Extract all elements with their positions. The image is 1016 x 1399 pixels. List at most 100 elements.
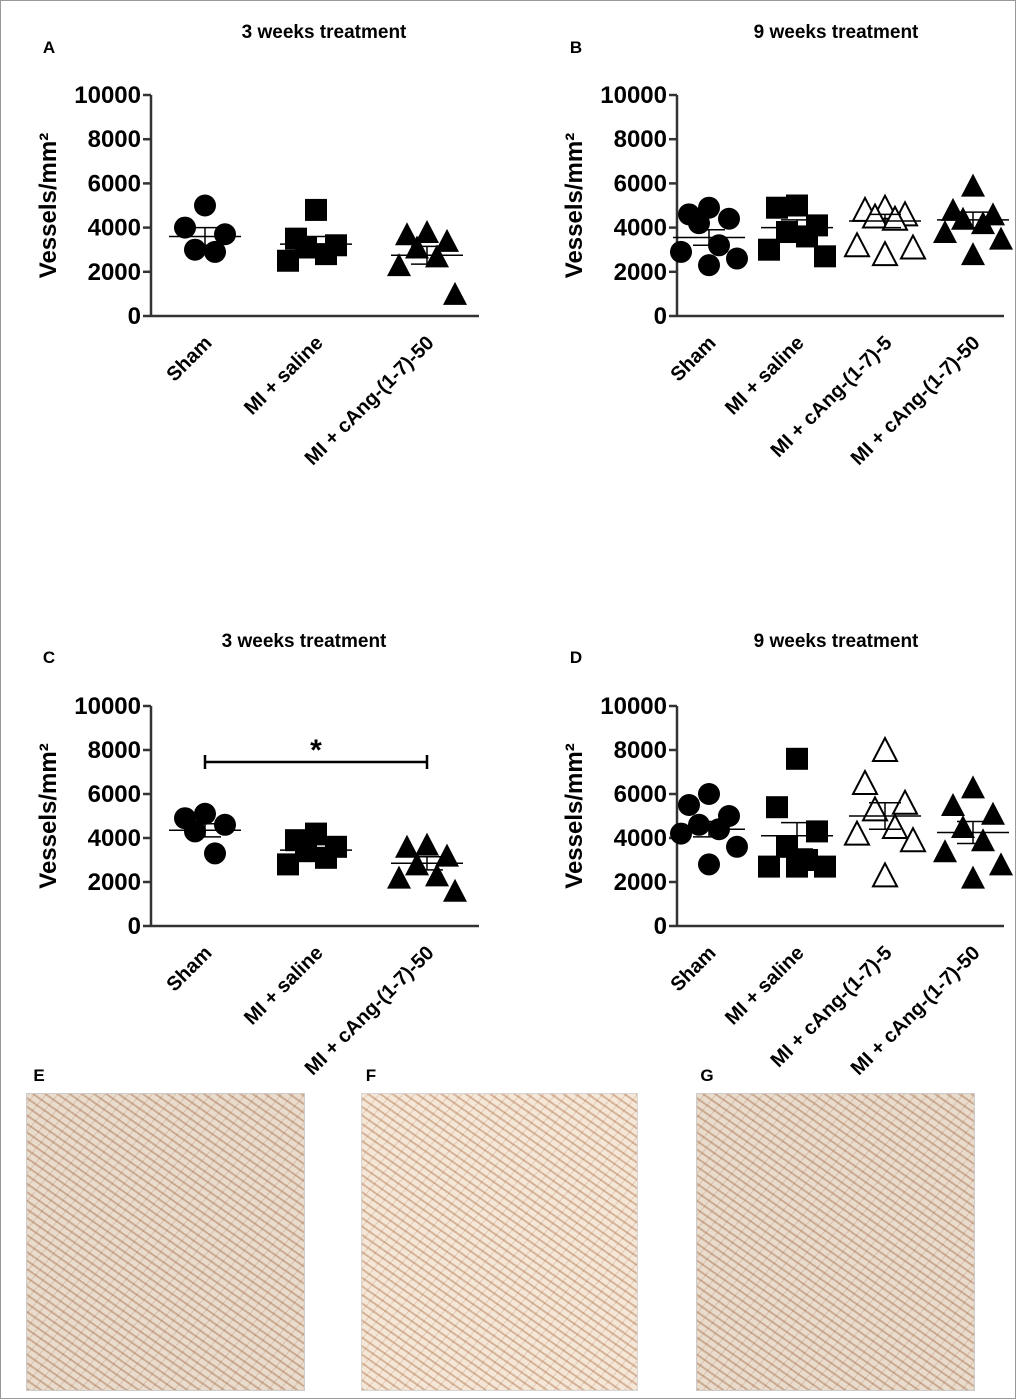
x-tick-label: Sham <box>666 332 720 386</box>
y-tick-label: 4000 <box>614 215 667 242</box>
data-point <box>315 846 337 869</box>
data-point <box>387 253 411 277</box>
data-point <box>670 240 692 263</box>
error-bar <box>300 843 332 857</box>
panel-label: F <box>366 1066 376 1085</box>
panel-label: A <box>43 38 55 57</box>
data-point <box>881 812 909 839</box>
data-point <box>933 839 957 863</box>
data-point <box>214 223 236 246</box>
error-bar <box>411 855 443 871</box>
data-point <box>443 281 467 305</box>
micrograph <box>696 1093 975 1391</box>
y-tick-label: 2000 <box>614 259 667 286</box>
chart-title: 3 weeks treatment <box>242 22 407 43</box>
data-point <box>395 222 419 246</box>
data-point <box>305 198 327 221</box>
panel-label: C <box>43 648 55 667</box>
data-point <box>415 220 439 244</box>
data-point <box>718 207 740 230</box>
data-point <box>776 221 798 244</box>
data-point <box>971 828 995 852</box>
data-point <box>786 855 808 878</box>
data-point <box>766 196 788 219</box>
data-point <box>758 855 780 878</box>
data-point <box>194 802 216 825</box>
y-axis-label: Vessels/mm² <box>35 743 62 888</box>
y-tick-label: 4000 <box>88 215 141 242</box>
error-bar <box>411 245 443 265</box>
y-tick-label: 8000 <box>614 737 667 764</box>
significance-mark: * <box>310 734 322 767</box>
y-tick-label: 4000 <box>614 825 667 852</box>
data-point <box>843 819 871 846</box>
data-point <box>951 206 975 230</box>
data-point <box>726 247 748 270</box>
data-point <box>861 795 889 822</box>
y-tick-label: 10000 <box>74 82 141 109</box>
data-point <box>204 240 226 263</box>
data-point <box>688 212 710 235</box>
y-tick-label: 2000 <box>88 869 141 896</box>
data-point <box>425 863 449 887</box>
error-bar <box>781 821 813 850</box>
y-tick-label: 8000 <box>88 737 141 764</box>
x-tick-label: MI + saline <box>721 942 808 1029</box>
data-point <box>933 220 957 244</box>
data-point <box>214 813 236 836</box>
data-point <box>989 852 1013 876</box>
y-tick-label: 10000 <box>600 693 667 720</box>
data-point <box>989 226 1013 250</box>
data-point <box>415 832 439 856</box>
error-bar <box>693 229 725 247</box>
data-point <box>395 834 419 858</box>
data-point <box>786 747 808 770</box>
data-point <box>786 194 808 217</box>
error-bar <box>781 219 813 237</box>
y-tick-label: 0 <box>654 303 667 330</box>
chart-title: 9 weeks treatment <box>754 631 919 652</box>
data-point <box>387 865 411 889</box>
data-point <box>871 861 899 888</box>
data-point <box>961 242 985 266</box>
significance-bar <box>203 755 429 769</box>
y-tick-label: 10000 <box>74 693 141 720</box>
x-tick-label: MI + saline <box>721 332 808 419</box>
data-point <box>315 243 337 266</box>
data-point <box>961 865 985 889</box>
error-bar <box>189 822 221 838</box>
y-tick-label: 10000 <box>600 82 667 109</box>
y-tick-label: 6000 <box>88 781 141 808</box>
x-tick-label: Sham <box>162 942 216 996</box>
data-point <box>814 855 836 878</box>
x-tick-label: Sham <box>666 942 720 996</box>
data-point <box>174 216 196 239</box>
error-bar <box>693 820 725 838</box>
x-tick-label: Sham <box>162 332 216 386</box>
error-bar <box>869 213 901 229</box>
data-point <box>871 735 899 762</box>
micrograph <box>361 1093 638 1391</box>
data-point <box>443 878 467 902</box>
chart-title: 9 weeks treatment <box>754 22 919 43</box>
y-tick-label: 6000 <box>614 170 667 197</box>
data-point <box>435 843 459 867</box>
data-point <box>277 249 299 272</box>
data-point <box>194 194 216 217</box>
data-point <box>678 794 700 816</box>
data-point <box>776 835 798 858</box>
y-axis-label: Vessels/mm² <box>561 743 588 888</box>
data-point <box>951 815 975 838</box>
y-tick-label: 2000 <box>88 259 141 286</box>
y-tick-label: 8000 <box>614 126 667 153</box>
data-point <box>766 796 788 819</box>
data-point <box>961 775 985 799</box>
y-tick-label: 4000 <box>88 825 141 852</box>
y-tick-label: 0 <box>654 913 667 940</box>
error-bar <box>957 820 989 845</box>
y-axis-label: Vessels/mm² <box>35 133 62 278</box>
data-point <box>961 173 985 197</box>
data-point <box>698 254 720 277</box>
